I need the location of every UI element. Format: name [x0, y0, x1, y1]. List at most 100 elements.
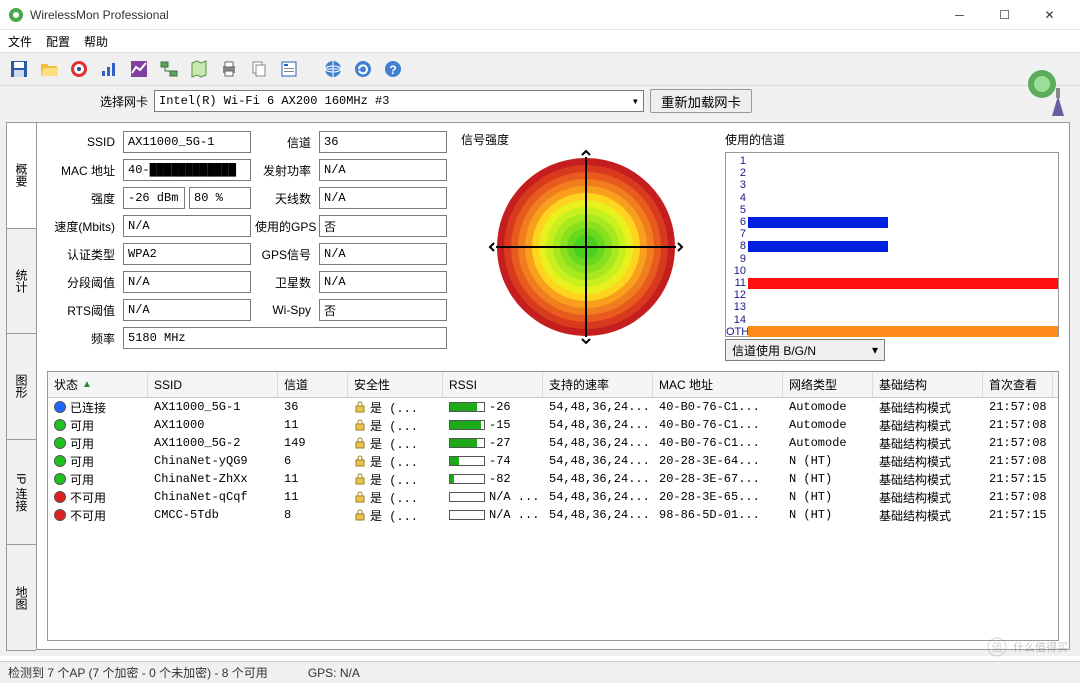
help-icon[interactable]: ?: [380, 56, 406, 82]
channel-label: 1: [726, 155, 746, 167]
channel-bar: [748, 326, 1058, 337]
tab-stats[interactable]: 统计: [6, 228, 36, 335]
table-row[interactable]: 不可用ChinaNet-qCqf11是 (...N/A ...54,48,36,…: [48, 488, 1058, 506]
channel-label: 13: [726, 301, 746, 313]
lbl-wispy: Wi-Spy: [255, 303, 315, 317]
col-rates[interactable]: 支持的速率: [543, 372, 653, 397]
channel-label: 11: [726, 277, 746, 289]
tab-graph[interactable]: 图形: [6, 333, 36, 440]
network-adapter-combo[interactable]: Intel(R) Wi-Fi 6 AX200 160MHz #3 ▾: [154, 90, 644, 112]
channel-label: 7: [726, 228, 746, 240]
print-icon[interactable]: [216, 56, 242, 82]
col-nettype[interactable]: 网络类型: [783, 372, 873, 397]
target-icon[interactable]: [66, 56, 92, 82]
field-channel: 36: [319, 131, 447, 153]
channel-label: 10: [726, 265, 746, 277]
titlebar: WirelessMon Professional ─ ☐ ✕: [0, 0, 1080, 30]
status-dot-icon: [54, 491, 66, 503]
lock-icon: [354, 401, 366, 413]
table-row[interactable]: 已连接AX11000_5G-136是 (...-2654,48,36,24...…: [48, 398, 1058, 416]
col-security[interactable]: 安全性: [348, 372, 443, 397]
col-channel[interactable]: 信道: [278, 372, 348, 397]
minimize-button[interactable]: ─: [937, 0, 982, 30]
app-logo-icon: [1022, 68, 1070, 116]
svg-text:?: ?: [389, 63, 396, 77]
map-icon[interactable]: [186, 56, 212, 82]
field-strength-dbm: -26 dBm: [123, 187, 185, 209]
close-button[interactable]: ✕: [1027, 0, 1072, 30]
lock-icon: [354, 473, 366, 485]
channel-mode-label: 信道使用 B/G/N: [732, 342, 816, 359]
table-row[interactable]: 可用AX1100011是 (...-1554,48,36,24...40-B0-…: [48, 416, 1058, 434]
lbl-frag: 分段阈值: [47, 274, 119, 291]
col-infra[interactable]: 基础结构: [873, 372, 983, 397]
open-icon[interactable]: [36, 56, 62, 82]
menu-help[interactable]: 帮助: [84, 33, 108, 50]
rssi-bar: [449, 438, 485, 448]
lbl-sats: 卫星数: [255, 274, 315, 291]
save-icon[interactable]: [6, 56, 32, 82]
network-icon[interactable]: [156, 56, 182, 82]
field-speed: N/A: [123, 215, 251, 237]
tab-summary[interactable]: 概要: [6, 122, 36, 229]
fields-grid: SSID AX11000_5G-1 信道 36 MAC 地址 40-██████…: [47, 131, 447, 361]
window-title: WirelessMon Professional: [30, 8, 937, 22]
col-rssi[interactable]: RSSI: [443, 372, 543, 397]
refresh-icon[interactable]: [350, 56, 376, 82]
status-gps: GPS: N/A: [308, 666, 360, 680]
copy-icon[interactable]: [246, 56, 272, 82]
table-row[interactable]: 不可用CMCC-5Tdb8是 (...N/A ...54,48,36,24...…: [48, 506, 1058, 524]
channel-bars: 1234567891011121314OTH: [725, 152, 1059, 337]
channel-mode-combo[interactable]: 信道使用 B/G/N ▾: [725, 339, 885, 361]
field-ssid: AX11000_5G-1: [123, 131, 251, 153]
rssi-bar: [449, 492, 485, 502]
field-rts: N/A: [123, 299, 251, 321]
channel-header: 使用的信道: [725, 131, 1059, 148]
stats-icon[interactable]: [96, 56, 122, 82]
field-strength-pct: 80 %: [189, 187, 251, 209]
netsel-label: 选择网卡: [90, 93, 148, 110]
reload-adapters-button[interactable]: 重新加载网卡: [650, 89, 752, 113]
lbl-rts: RTS阈值: [47, 302, 119, 319]
status-dot-icon: [54, 401, 66, 413]
lbl-txpower: 发射功率: [255, 162, 315, 179]
menu-file[interactable]: 文件: [8, 33, 32, 50]
field-mac: 40-████████████: [123, 159, 251, 181]
field-wispy: 否: [319, 299, 447, 321]
lock-icon: [354, 419, 366, 431]
sort-arrow-icon: ▲: [82, 379, 92, 390]
web-icon[interactable]: [320, 56, 346, 82]
col-firstseen[interactable]: 首次查看: [983, 372, 1053, 397]
channel-bar-row: [748, 326, 1058, 338]
col-ssid[interactable]: SSID: [148, 372, 278, 397]
tab-ipconn[interactable]: IP 连接: [6, 439, 36, 546]
channel-box: 使用的信道 1234567891011121314OTH 信道使用 B/G/N …: [725, 131, 1059, 361]
status-dot-icon: [54, 419, 66, 431]
app-icon: [8, 7, 24, 23]
table-row[interactable]: 可用ChinaNet-ZhXx11是 (...-8254,48,36,24...…: [48, 470, 1058, 488]
maximize-button[interactable]: ☐: [982, 0, 1027, 30]
lbl-speed: 速度(Mbits): [47, 218, 119, 235]
table-row[interactable]: 可用AX11000_5G-2149是 (...-2754,48,36,24...…: [48, 434, 1058, 452]
svg-text:值: 值: [992, 641, 1003, 654]
col-mac[interactable]: MAC 地址: [653, 372, 783, 397]
rssi-bar: [449, 474, 485, 484]
lbl-ssid: SSID: [47, 135, 119, 149]
field-frag: N/A: [123, 271, 251, 293]
lbl-antennas: 天线数: [255, 190, 315, 207]
tab-map[interactable]: 地图: [6, 544, 36, 651]
channel-bar: [748, 241, 888, 252]
col-status[interactable]: 状态 ▲: [48, 372, 148, 397]
channel-label: 6: [726, 216, 746, 228]
status-dot-icon: [54, 509, 66, 521]
table-row[interactable]: 可用ChinaNet-yQG96是 (...-7454,48,36,24...2…: [48, 452, 1058, 470]
side-tabs: 概要 统计 图形 IP 连接 地图: [6, 122, 36, 650]
lbl-auth: 认证类型: [47, 246, 119, 263]
menu-config[interactable]: 配置: [46, 33, 70, 50]
graph-icon[interactable]: [126, 56, 152, 82]
channel-bar-row: [748, 216, 1058, 228]
chevron-down-icon: ▾: [872, 343, 878, 357]
lbl-mac: MAC 地址: [47, 162, 119, 179]
chevron-down-icon: ▾: [632, 94, 639, 109]
prefs-icon[interactable]: [276, 56, 302, 82]
